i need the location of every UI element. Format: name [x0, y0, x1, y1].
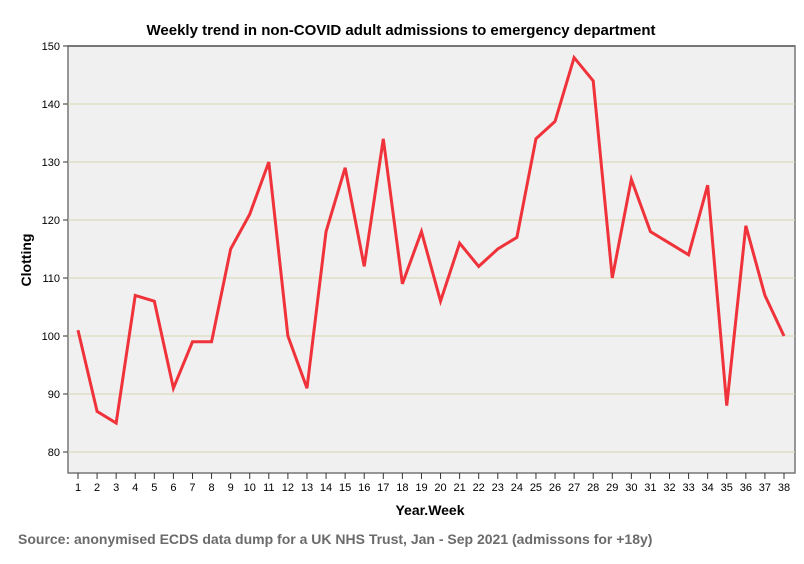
y-tick-label: 80	[48, 447, 60, 459]
x-tick-label: 37	[759, 482, 771, 494]
x-tick-label: 24	[511, 482, 523, 494]
series-line	[76, 54, 786, 426]
x-tick-label: 29	[606, 482, 618, 494]
x-tick-label: 4	[132, 482, 138, 494]
x-tick-label: 18	[396, 482, 408, 494]
x-tick-label: 27	[568, 482, 580, 494]
x-tick-label: 21	[453, 482, 465, 494]
x-tick-label: 6	[170, 482, 176, 494]
x-tick-label: 33	[682, 482, 694, 494]
x-tick-label: 20	[434, 482, 446, 494]
x-tick-label: 28	[587, 482, 599, 494]
x-axis-label: Year.Week	[395, 502, 464, 518]
y-tick-label: 90	[48, 389, 60, 401]
x-tick-label: 7	[189, 482, 195, 494]
x-tick-label: 17	[377, 482, 389, 494]
x-tick-label: 11	[263, 482, 274, 494]
y-axis-label: Clotting	[18, 234, 34, 287]
x-tick-label: 32	[663, 482, 675, 494]
x-tick-label: 3	[113, 482, 119, 494]
x-tick-label: 9	[228, 482, 234, 494]
x-tick-label: 16	[358, 482, 370, 494]
x-tick-label: 35	[721, 482, 733, 494]
x-tick-label: 31	[644, 482, 656, 494]
x-tick-label: 14	[320, 482, 332, 494]
y-tick-label: 150	[42, 41, 60, 53]
x-tick-label: 5	[151, 482, 157, 494]
chart-title: Weekly trend in non-COVID adult admissio…	[147, 22, 656, 39]
x-tick-label: 13	[301, 482, 313, 494]
x-tick-label: 25	[530, 482, 542, 494]
y-tick-label: 100	[42, 331, 60, 343]
x-tick-label: 38	[778, 482, 790, 494]
plot-area	[67, 45, 796, 474]
y-tick-label: 130	[42, 157, 60, 169]
y-tick-label: 110	[42, 273, 60, 285]
x-tick-label: 30	[625, 482, 637, 494]
source-note: Source: anonymised ECDS data dump for a …	[18, 531, 653, 547]
x-tick-label: 36	[740, 482, 752, 494]
x-tick-label: 34	[702, 482, 714, 494]
x-tick-label: 12	[282, 482, 294, 494]
x-tick-label: 23	[492, 482, 504, 494]
x-tick-label: 22	[473, 482, 485, 494]
x-tick-label: 26	[549, 482, 561, 494]
x-tick-label: 8	[209, 482, 215, 494]
x-tick-label: 15	[339, 482, 351, 494]
x-tick-label: 1	[75, 482, 81, 494]
y-tick-label: 140	[42, 99, 60, 111]
x-tick-label: 19	[415, 482, 427, 494]
x-tick-label: 10	[244, 482, 256, 494]
x-tick-label: 2	[94, 482, 100, 494]
y-tick-label: 120	[42, 215, 60, 227]
